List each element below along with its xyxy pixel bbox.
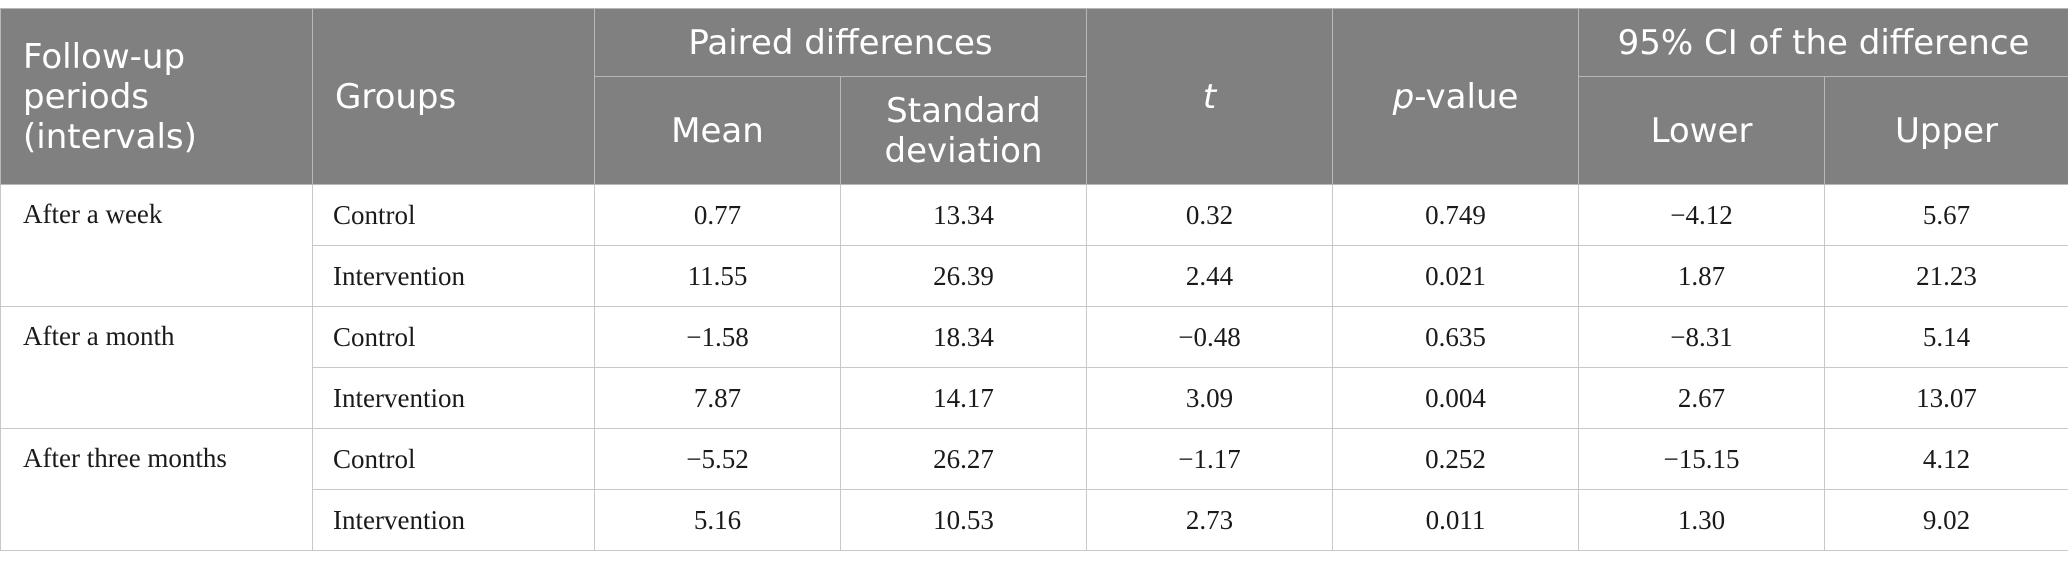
header-p-suffix: -value [1414, 76, 1519, 117]
cell-ci-upper: 5.14 [1824, 306, 2068, 368]
cell-t: 0.32 [1086, 184, 1334, 246]
paired-differences-table: Follow-up periods (intervals) Groups Pai… [0, 8, 2068, 551]
cell-t: −1.17 [1086, 428, 1334, 490]
cell-group: Intervention [312, 489, 595, 551]
cell-mean: −1.58 [594, 306, 841, 368]
cell-t: −0.48 [1086, 306, 1334, 368]
cell-ci-upper: 13.07 [1824, 367, 2068, 429]
cell-t: 2.73 [1086, 489, 1334, 551]
table-header: Follow-up periods (intervals) Groups Pai… [0, 8, 2068, 185]
header-standard-deviation: Standard deviation [839, 76, 1088, 185]
table-row: After three months Control −5.52 26.27 −1.17… [0, 428, 2068, 551]
header-upper: Upper [1824, 76, 2068, 185]
cell-follow-up-period: After a month [0, 306, 313, 429]
cell-standard-deviation: 18.34 [839, 306, 1088, 368]
cell-p-value: 0.749 [1332, 184, 1580, 246]
cell-ci-upper: 9.02 [1824, 489, 2068, 551]
cell-t: 3.09 [1086, 367, 1334, 429]
header-paired-differences: Paired differences [593, 8, 1088, 77]
cell-ci-lower: 1.30 [1578, 489, 1826, 551]
cell-group: Control [312, 306, 595, 368]
cell-ci-lower: 1.87 [1578, 245, 1826, 307]
cell-ci-upper: 4.12 [1824, 428, 2068, 490]
cell-t: 2.44 [1086, 245, 1334, 307]
cell-mean: 5.16 [594, 489, 841, 551]
header-follow-up-periods: Follow-up periods (intervals) [0, 8, 313, 185]
cell-ci-lower: −8.31 [1578, 306, 1826, 368]
cell-standard-deviation: 14.17 [839, 367, 1088, 429]
cell-p-value: 0.635 [1332, 306, 1580, 368]
cell-ci-upper: 5.67 [1824, 184, 2068, 246]
cell-standard-deviation: 26.39 [839, 245, 1088, 307]
header-p-value: p-value [1332, 8, 1580, 185]
cell-ci-lower: −15.15 [1578, 428, 1826, 490]
cell-group: Intervention [312, 367, 595, 429]
cell-p-value: 0.252 [1332, 428, 1580, 490]
cell-ci-lower: 2.67 [1578, 367, 1826, 429]
cell-follow-up-period: After a week [0, 184, 313, 307]
cell-group: Intervention [312, 245, 595, 307]
header-t: t [1086, 8, 1334, 185]
cell-mean: 11.55 [594, 245, 841, 307]
table-row: Intervention 7.87 14.17 3.09 0.004 2.67 13.07 [1, 367, 2068, 429]
header-lower: Lower [1578, 76, 1826, 185]
cell-p-value: 0.011 [1332, 489, 1580, 551]
cell-mean: 0.77 [594, 184, 841, 246]
cell-standard-deviation: 10.53 [839, 489, 1088, 551]
header-ci: 95% CI of the difference [1578, 8, 2068, 77]
header-groups: Groups [312, 8, 595, 185]
cell-group: Control [312, 184, 595, 246]
table-row: After a month Control −1.58 18.34 −0.48 0.635… [0, 306, 2068, 429]
cell-standard-deviation: 26.27 [839, 428, 1088, 490]
table-row: Intervention 5.16 10.53 2.73 0.011 1.30 9.02 [1, 489, 2068, 551]
header-mean: Mean [594, 76, 841, 185]
cell-standard-deviation: 13.34 [839, 184, 1088, 246]
results-table-container: Follow-up periods (intervals) Groups Pai… [0, 8, 2068, 551]
cell-p-value: 0.021 [1332, 245, 1580, 307]
table-body: After a week Control 0.77 13.34 0.32 0.749 −4.… [0, 184, 2068, 551]
cell-p-value: 0.004 [1332, 367, 1580, 429]
cell-ci-lower: −4.12 [1578, 184, 1826, 246]
cell-mean: −5.52 [594, 428, 841, 490]
cell-follow-up-period: After three months [0, 428, 313, 551]
cell-ci-upper: 21.23 [1824, 245, 2068, 307]
header-p-italic: p [1392, 76, 1415, 117]
cell-mean: 7.87 [594, 367, 841, 429]
table-row: After a week Control 0.77 13.34 0.32 0.749 −4.… [0, 184, 2068, 307]
cell-group: Control [312, 428, 595, 490]
